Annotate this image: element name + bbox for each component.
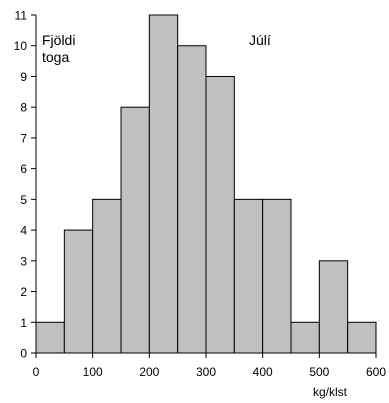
histogram-bar bbox=[35, 321, 65, 354]
y-tick-label: 8 bbox=[20, 101, 27, 115]
x-tick-label: 400 bbox=[253, 365, 273, 379]
y-axis-label-line-1: Fjöldi bbox=[42, 32, 75, 48]
y-tick-label: 3 bbox=[20, 254, 27, 268]
y-tick-label: 5 bbox=[20, 193, 27, 207]
histogram-bar bbox=[290, 321, 320, 354]
chart-annotation: Júlí bbox=[249, 32, 271, 48]
y-tick-label: 10 bbox=[14, 39, 28, 53]
histogram-bar bbox=[233, 198, 264, 354]
y-tick-label: 7 bbox=[20, 131, 27, 145]
histogram-bar bbox=[92, 198, 122, 354]
y-ticks-group: 0 1 2 3 4 5 6 7 8 9 10 11 bbox=[14, 9, 36, 361]
x-tick-label: 600 bbox=[366, 365, 386, 379]
histogram-bar bbox=[205, 75, 235, 354]
histogram-bar bbox=[347, 321, 377, 354]
y-tick-label: 1 bbox=[20, 316, 27, 330]
y-tick-label: 4 bbox=[20, 224, 27, 238]
x-tick-label: 100 bbox=[83, 365, 103, 379]
x-tick-label: 200 bbox=[139, 365, 159, 379]
histogram-bar bbox=[63, 229, 94, 354]
bars-group bbox=[35, 14, 377, 354]
histogram-bar bbox=[318, 260, 349, 354]
x-tick-label: 300 bbox=[196, 365, 216, 379]
x-axis-label: kg/klst bbox=[313, 385, 348, 399]
x-tick-label: 0 bbox=[33, 365, 40, 379]
y-tick-label: 9 bbox=[20, 70, 27, 84]
y-tick-label: 2 bbox=[20, 285, 27, 299]
y-axis-label-line-2: toga bbox=[42, 49, 69, 65]
y-tick-label: 0 bbox=[20, 347, 27, 361]
histogram-bar bbox=[262, 198, 292, 354]
histogram-bar bbox=[148, 14, 179, 354]
histogram-bar bbox=[177, 45, 207, 354]
y-tick-label: 11 bbox=[15, 9, 28, 23]
x-tick-label: 500 bbox=[309, 365, 329, 379]
histogram-bar bbox=[120, 106, 150, 354]
x-ticks-group: 0 100 200 300 400 500 600 bbox=[33, 353, 386, 379]
y-tick-label: 6 bbox=[20, 162, 27, 176]
